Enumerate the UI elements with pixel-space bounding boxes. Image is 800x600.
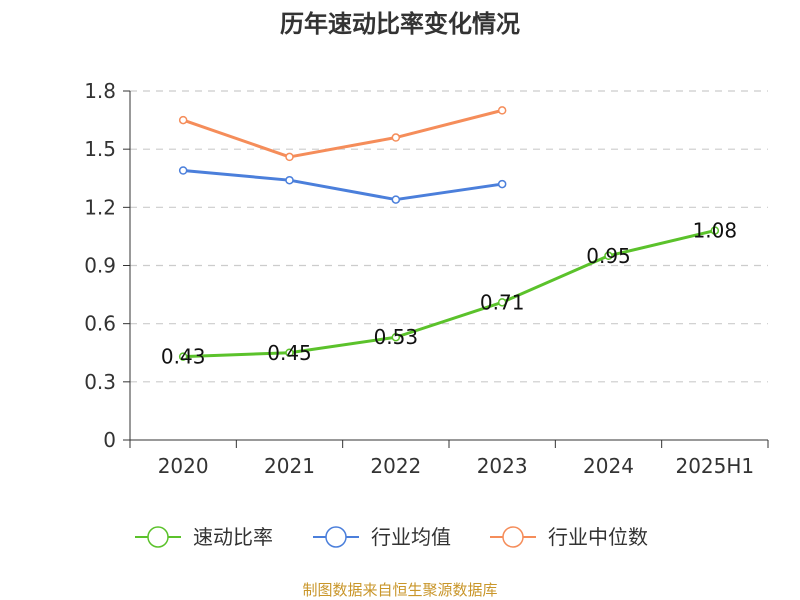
series-line-1 — [183, 169, 503, 202]
source-note: 制图数据来自恒生聚源数据库 — [302, 581, 497, 599]
legend-marker — [502, 526, 524, 548]
x-tick-label: 2025H1 — [675, 454, 754, 478]
y-tick-label: 0.6 — [84, 312, 116, 336]
series-line-2 — [182, 108, 503, 159]
data-point — [178, 115, 188, 125]
x-tick-label: 2021 — [264, 454, 315, 478]
series-line-0 — [183, 229, 716, 359]
legend: 速动比率 行业均值 行业中位数 — [135, 525, 648, 549]
axes: 0 0.3 0.6 0.9 1.2 1.5 1.8 2020 2021 2022 2023 2024 2… — [84, 79, 769, 478]
data-label: 1.08 — [693, 219, 738, 243]
data-point — [285, 152, 294, 162]
data-point — [391, 195, 401, 204]
y-tick-label: 0.9 — [84, 254, 116, 278]
y-tick-label: 1.5 — [84, 137, 116, 161]
x-tick-label: 2023 — [477, 454, 528, 478]
series-layer — [178, 106, 720, 361]
data-point — [285, 348, 294, 357]
data-point — [604, 251, 613, 261]
y-tick-label: 1.2 — [84, 195, 116, 219]
legend-item-1: 行业均值 — [313, 525, 451, 549]
data-point — [497, 298, 507, 307]
data-point — [285, 175, 294, 185]
data-label: 0.95 — [586, 244, 631, 268]
data-label: 0.71 — [480, 290, 525, 314]
data-label: 0.43 — [161, 345, 206, 369]
data-point — [497, 179, 507, 189]
legend-label: 速动比率 — [193, 525, 273, 549]
y-tick-label: 1.8 — [84, 79, 116, 103]
data-label: 0.53 — [374, 325, 419, 349]
chart-title: 历年速动比率变化情况 — [280, 10, 520, 38]
x-tick-label: 2024 — [583, 454, 634, 478]
y-tick-label: 0.3 — [84, 370, 116, 394]
legend-label: 行业中位数 — [548, 525, 648, 549]
grid — [130, 90, 768, 383]
legend-marker — [325, 526, 347, 548]
x-tick-label: 2020 — [158, 454, 209, 478]
y-tick-label: 0 — [103, 428, 116, 452]
data-point — [391, 133, 401, 142]
legend-item-2: 行业中位数 — [490, 525, 648, 549]
data-point — [497, 106, 507, 115]
legend-marker — [147, 526, 169, 548]
data-point — [178, 352, 188, 361]
legend-label: 行业均值 — [371, 525, 451, 549]
data-point — [391, 332, 401, 342]
data-point — [710, 226, 720, 235]
legend-item-0: 速动比率 — [135, 525, 273, 549]
data-labels: 0.43 0.45 0.53 0.71 0.95 1.08 — [161, 219, 737, 369]
data-point — [178, 166, 188, 175]
x-tick-label: 2022 — [370, 454, 421, 478]
data-label: 0.45 — [267, 341, 312, 365]
